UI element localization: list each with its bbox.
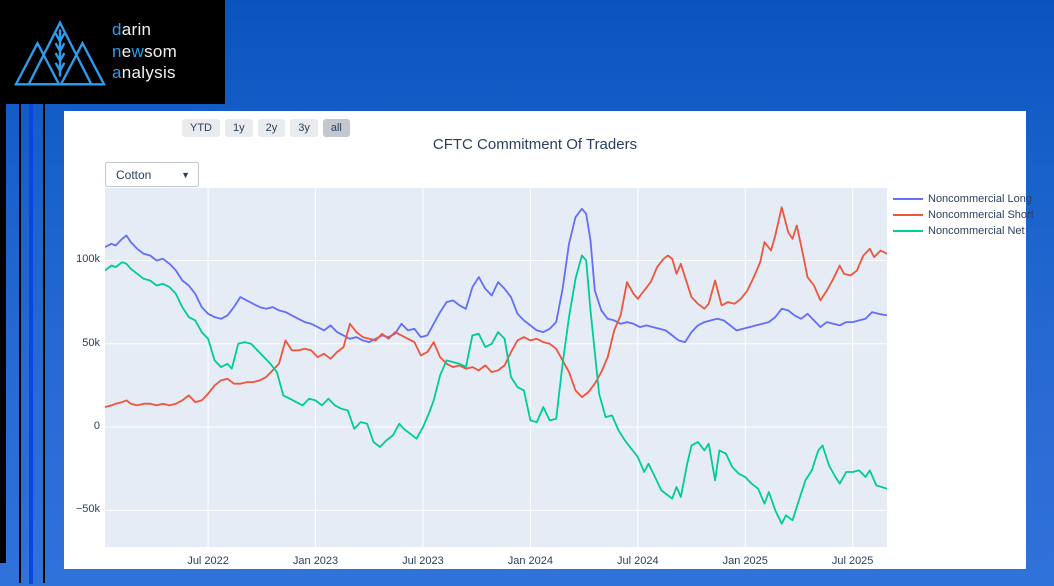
legend: Noncommercial Long Noncommercial Short Non… [893, 191, 1034, 239]
chart-svg [104, 188, 888, 547]
x-tick-label: Jul 2024 [616, 555, 659, 567]
y-tick-label: −50k [75, 503, 100, 516]
y-tick-label: 0 [93, 420, 100, 433]
left-hairline-1 [19, 104, 21, 583]
logo-wordmark-line: newsom [112, 41, 178, 61]
chart-card: YTD 1y 2y 3y all CFTC Commitment Of Traders … [64, 111, 1034, 569]
legend-line-sample [893, 230, 923, 232]
y-tick-label: 100k [76, 253, 100, 266]
x-tick-label: Jul 2025 [831, 555, 874, 567]
left-blue-stripe [29, 104, 33, 584]
chart-title: CFTC Commitment Of Traders [432, 136, 638, 153]
logo-mountains-wheat-icon [13, 20, 107, 86]
range-button-2y[interactable]: 2y [257, 119, 286, 137]
x-tick-label: Jan 2024 [507, 555, 553, 567]
logo-wordmark: darin newsom analysis [112, 19, 177, 84]
range-button-ytd[interactable]: YTD [182, 119, 220, 137]
legend-line-sample [893, 198, 923, 200]
logo-wordmark-line: analysis [112, 63, 176, 82]
legend-label: Noncommercial Short [928, 209, 1034, 221]
chevron-down-icon: ▼ [181, 169, 190, 180]
commodity-dropdown[interactable]: Cotton ▼ [105, 162, 199, 187]
range-button-1y[interactable]: 1y [225, 119, 253, 137]
legend-label: Noncommercial Long [928, 193, 1032, 205]
range-button-3y[interactable]: 3y [290, 119, 318, 137]
site-logo[interactable]: darin newsom analysis [0, 0, 225, 104]
left-edge-black-stripe [0, 0, 6, 563]
y-tick-label: 50k [82, 336, 100, 349]
x-tick-label: Jan 2023 [292, 555, 339, 567]
legend-item-noncommercial-short[interactable]: Noncommercial Short [893, 207, 1034, 223]
x-tick-label: Jul 2022 [187, 555, 229, 567]
range-selector: YTD 1y 2y 3y all [182, 119, 350, 137]
dropdown-selected-value: Cotton [116, 167, 152, 182]
range-button-all[interactable]: all [322, 119, 350, 137]
x-tick-label: Jul 2023 [402, 555, 444, 567]
left-hairline-2 [43, 104, 45, 583]
plot-area[interactable] [104, 188, 888, 547]
legend-item-noncommercial-net[interactable]: Noncommercial Net [893, 223, 1034, 239]
legend-label: Noncommercial Net [928, 225, 1025, 237]
legend-item-noncommercial-long[interactable]: Noncommercial Long [893, 191, 1034, 207]
legend-line-sample [893, 214, 923, 216]
series-line-noncommercial-long[interactable] [104, 207, 888, 344]
series-line-noncommercial-net[interactable] [104, 254, 888, 525]
x-tick-label: Jan 2025 [722, 555, 768, 567]
logo-wordmark-line: darin [112, 20, 152, 39]
